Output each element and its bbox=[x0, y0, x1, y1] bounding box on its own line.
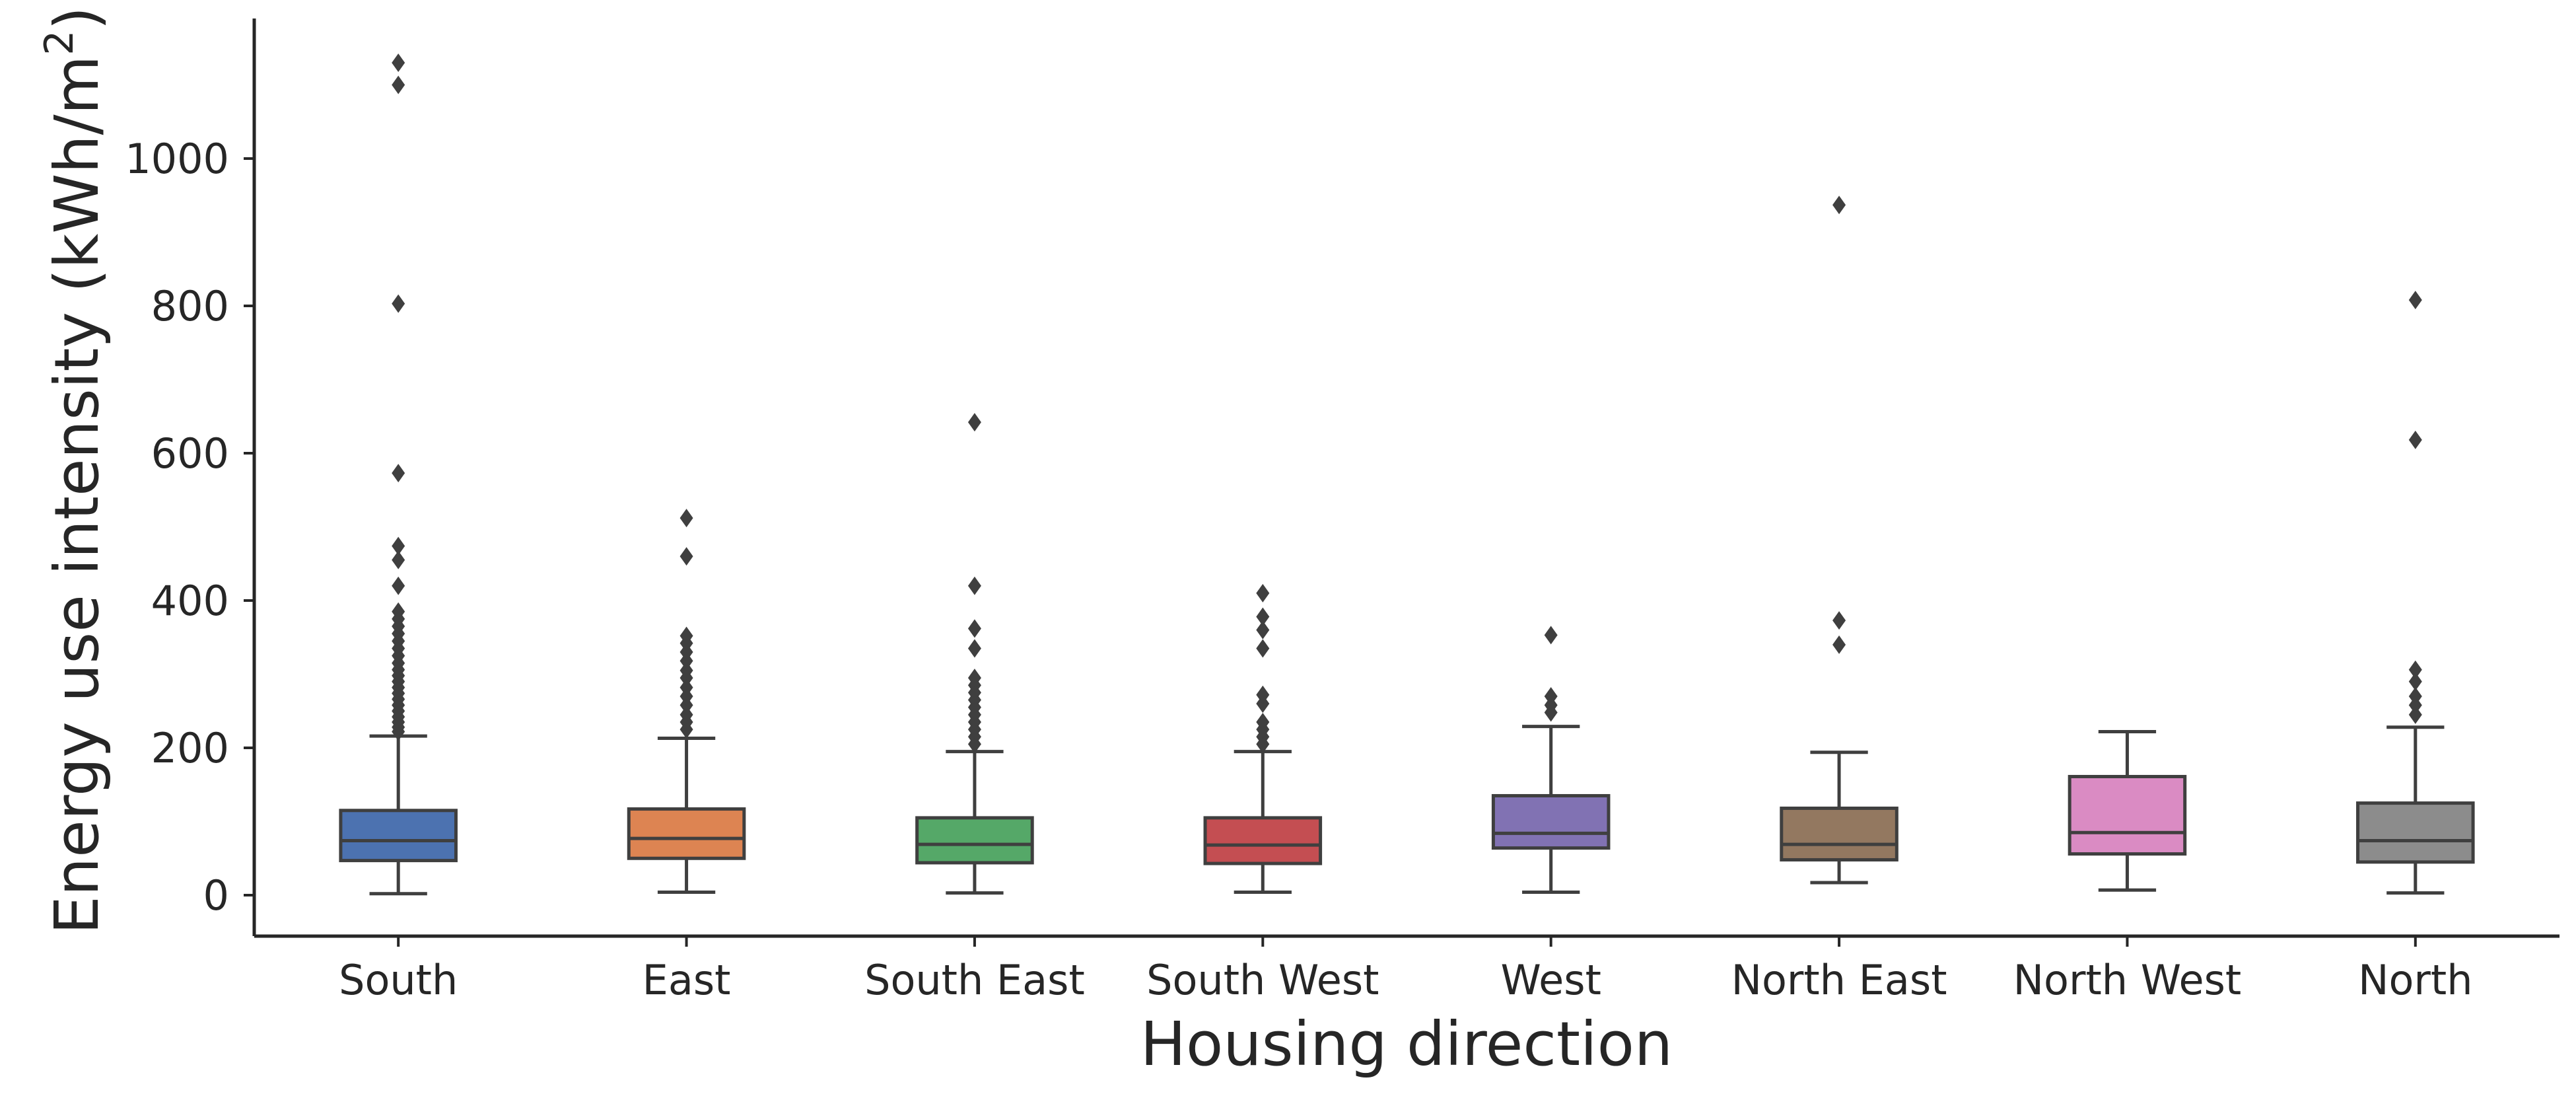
ticks: 0 200 400 600 800 1000 South East South East Sout… bbox=[125, 135, 2472, 1004]
outlier-point bbox=[392, 576, 405, 595]
x-tick-label: East bbox=[643, 956, 731, 1004]
x-tick-label: North bbox=[2358, 956, 2472, 1004]
outlier-point bbox=[679, 626, 693, 645]
box-group-north bbox=[2356, 291, 2475, 895]
y-tick-label: 400 bbox=[151, 577, 229, 625]
outlier-point bbox=[679, 661, 693, 680]
boxes bbox=[339, 54, 2475, 896]
outlier-point bbox=[1832, 196, 1846, 215]
outlier-point bbox=[967, 619, 981, 638]
x-tick-label: North East bbox=[1731, 956, 1947, 1004]
outlier-point bbox=[392, 464, 405, 483]
outlier-point bbox=[2408, 430, 2422, 449]
outlier-point bbox=[2408, 660, 2422, 679]
outlier-point bbox=[2408, 672, 2422, 691]
outlier-point bbox=[2408, 705, 2422, 724]
box-group-west bbox=[1491, 626, 1611, 895]
y-axis-label-close: ) bbox=[42, 7, 112, 30]
x-tick-label: South West bbox=[1146, 956, 1379, 1004]
outlier-point bbox=[1544, 626, 1558, 645]
y-axis-label-main: Energy use intensity (kWh/m bbox=[42, 55, 112, 935]
outlier-point bbox=[392, 602, 405, 621]
iqr-box bbox=[2356, 801, 2475, 864]
outlier-point bbox=[1256, 685, 1270, 704]
outlier-point bbox=[1256, 620, 1270, 639]
y-tick-label: 600 bbox=[151, 429, 229, 478]
outlier-point bbox=[679, 678, 693, 697]
outlier-point bbox=[392, 536, 405, 556]
y-tick-label: 200 bbox=[151, 724, 229, 772]
box-group-north-west bbox=[2068, 729, 2187, 892]
outlier-point bbox=[2408, 291, 2422, 310]
iqr-box bbox=[915, 816, 1034, 865]
outlier-point bbox=[1832, 635, 1846, 654]
iqr-box bbox=[1780, 806, 1898, 861]
outlier-point bbox=[967, 639, 981, 658]
y-tick-label: 0 bbox=[203, 871, 229, 920]
outlier-point bbox=[392, 550, 405, 569]
iqr-box bbox=[2068, 774, 2187, 856]
outlier-point bbox=[967, 576, 981, 595]
outlier-point bbox=[1832, 611, 1846, 630]
iqr-box bbox=[1203, 816, 1323, 865]
outlier-point bbox=[679, 547, 693, 566]
y-axis-label-superscript: 2 bbox=[36, 30, 83, 55]
outlier-point bbox=[679, 705, 693, 724]
x-axis-label: Housing direction bbox=[1140, 1009, 1673, 1079]
outlier-point bbox=[1256, 639, 1270, 658]
outlier-point bbox=[392, 54, 405, 73]
axes bbox=[252, 18, 2559, 938]
y-tick-label: 1000 bbox=[125, 135, 229, 183]
outlier-point bbox=[679, 509, 693, 528]
x-tick-label: North West bbox=[2013, 956, 2242, 1004]
iqr-box bbox=[1491, 793, 1611, 850]
box-group-east bbox=[627, 509, 746, 895]
iqr-box bbox=[627, 807, 746, 860]
iqr-box bbox=[339, 809, 458, 863]
box-group-south bbox=[339, 54, 458, 896]
box-group-south-west bbox=[1203, 583, 1323, 895]
box-group-south-east bbox=[915, 413, 1034, 895]
x-tick-label: South East bbox=[864, 956, 1085, 1004]
outlier-point bbox=[1256, 607, 1270, 626]
outlier-point bbox=[1256, 583, 1270, 603]
outlier-point bbox=[967, 413, 981, 432]
y-axis-label: Energy use intensity (kWh/m2) bbox=[36, 7, 112, 935]
outlier-point bbox=[1544, 686, 1558, 706]
outlier-point bbox=[392, 75, 405, 94]
outlier-point bbox=[967, 669, 981, 688]
outlier-point bbox=[392, 294, 405, 313]
outlier-point bbox=[2408, 686, 2422, 706]
x-tick-label: West bbox=[1500, 956, 1601, 1004]
outlier-point bbox=[1256, 712, 1270, 731]
box-group-north-east bbox=[1780, 196, 1898, 885]
y-tick-label: 800 bbox=[151, 282, 229, 330]
x-tick-label: South bbox=[339, 956, 458, 1004]
